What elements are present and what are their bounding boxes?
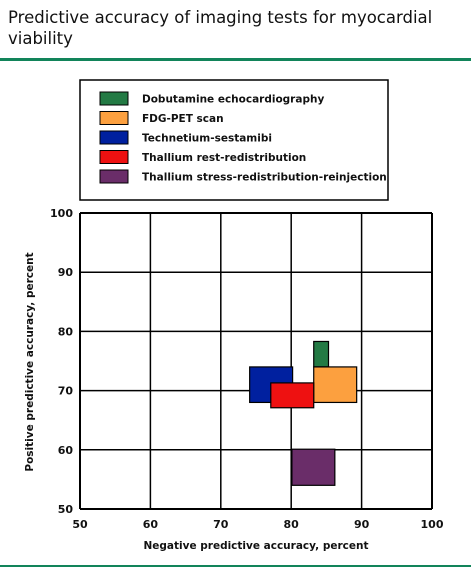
bottom-divider: [0, 565, 471, 567]
tick-labels: 50 60 70 80 90 100 50 60 70 80 90 100: [50, 207, 444, 531]
data-region-thallium-rest-redistribution: [270, 382, 315, 409]
legend-label: Thallium rest-redistribution: [142, 152, 306, 164]
legend: Dobutamine echocardiography FDG-PET scan T…: [99, 91, 387, 184]
y-axis-label: Positive predictive accuracy, percent: [24, 252, 36, 471]
y-tick-label: 100: [50, 207, 73, 220]
legend-label: Dobutamine echocardiography: [142, 94, 324, 106]
x-tick-label: 60: [143, 518, 159, 531]
data-region-dobutamine-echocardiography: [313, 340, 330, 368]
legend-swatch: [99, 130, 129, 145]
y-tick-label: 90: [58, 266, 74, 279]
legend-label: FDG-PET scan: [142, 113, 224, 125]
legend-label: Technetium-sestamibi: [142, 133, 272, 145]
legend-swatch: [99, 169, 129, 184]
legend-box: [79, 79, 389, 201]
data-region-thallium-stress-redistribution-reinjection: [291, 448, 336, 486]
y-tick-label: 80: [58, 325, 74, 338]
data-region-fdg-pet-scan: [313, 366, 358, 404]
x-tick-label: 50: [72, 518, 88, 531]
y-tick-label: 60: [58, 444, 74, 457]
grid: [79, 212, 433, 510]
y-tick-label: 70: [58, 385, 74, 398]
x-tick-label: 90: [354, 518, 370, 531]
x-axis-label: Negative predictive accuracy, percent: [144, 540, 369, 552]
x-tick-label: 70: [213, 518, 229, 531]
x-tick-label: 80: [284, 518, 300, 531]
top-divider: [0, 58, 471, 61]
legend-label: Thallium stress-redistribution-reinjecti…: [142, 172, 387, 184]
legend-swatch: [99, 91, 129, 106]
data-marks: [249, 340, 358, 486]
chart-title: Predictive accuracy of imaging tests for…: [8, 8, 433, 48]
legend-swatch: [99, 111, 129, 125]
legend-swatch: [99, 150, 129, 164]
x-tick-label: 100: [421, 518, 444, 531]
y-tick-label: 50: [58, 503, 74, 516]
